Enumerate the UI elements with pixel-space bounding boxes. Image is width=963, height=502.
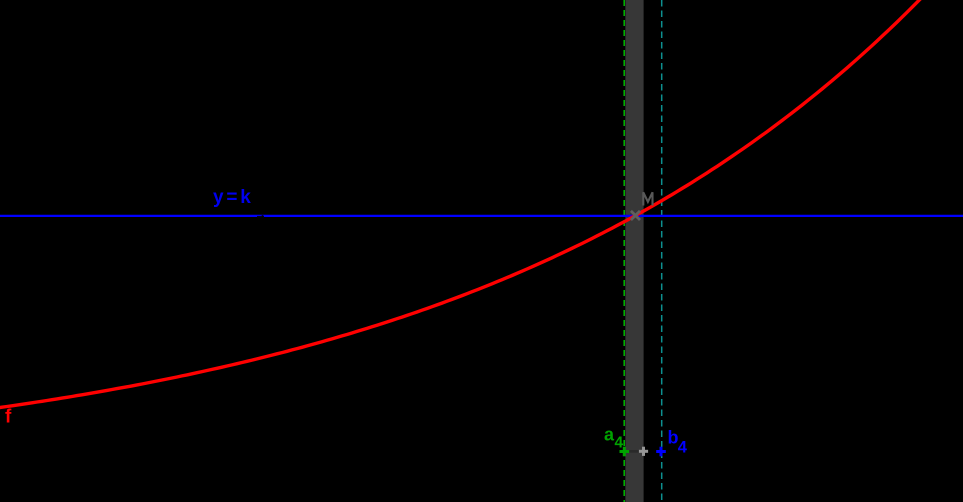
svg-text:b: b [668,427,679,447]
svg-text:4: 4 [615,434,624,451]
svg-text:y=k: y=k [213,187,254,208]
svg-text:a: a [604,425,615,445]
svg-text:4: 4 [678,438,688,456]
svg-text:f: f [5,407,12,428]
